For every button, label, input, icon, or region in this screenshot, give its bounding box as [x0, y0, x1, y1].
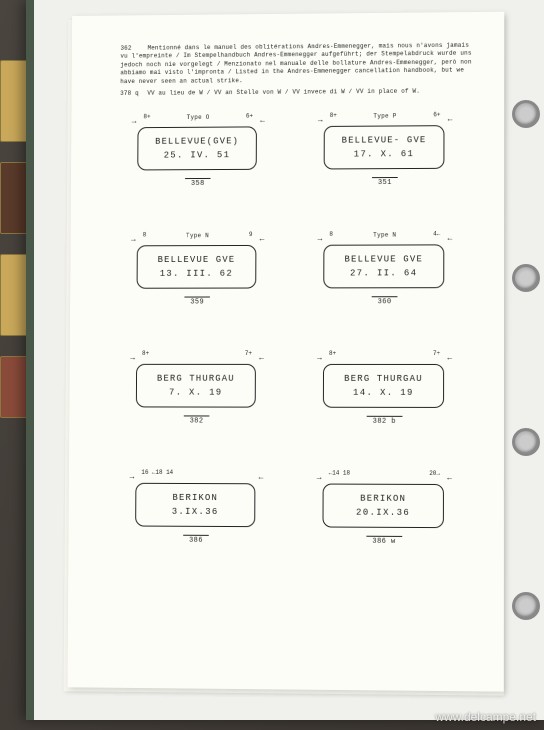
stamp-type-label: Type P	[373, 113, 396, 120]
arrow-icon: ←	[259, 473, 264, 482]
stamp-type-label: Type N	[186, 232, 209, 239]
corner-measure: 8	[329, 231, 333, 238]
postmark-box: BELLEVUE GVE 13. III. 62	[137, 245, 257, 289]
postmark-name: BERG THURGAU	[157, 374, 235, 384]
postmark-date: 17. X. 61	[354, 149, 415, 159]
catalog-number: 360	[372, 296, 398, 306]
stamp-grid: 8+ → Type O ← 6+ BELLEVUE(GVE) 25. IV. 5…	[127, 111, 464, 544]
postmark-name: BELLEVUE GVE	[158, 255, 236, 265]
document-page: 362 Mentionné dans le manuel des oblitér…	[67, 12, 504, 692]
arrow-icon: →	[317, 474, 322, 483]
postmark-name: BERIKON	[360, 494, 406, 504]
postmark-name: BERIKON	[172, 493, 218, 503]
postmark-box: BERG THURGAU 7. X. 19	[136, 364, 256, 408]
catalog-number: 386	[183, 535, 209, 545]
postmark-box: BELLEVUE GVE 27. II. 64	[323, 244, 444, 288]
stamp-cell: 8+ → Type P ← 6+ BELLEVUE- GVE 17. X. 61…	[316, 111, 455, 185]
stamp-cell: 8+ → ← 7+ BERG THURGAU 7. X. 19 382	[128, 350, 266, 424]
arrow-icon: ←	[259, 354, 264, 363]
arrow-icon: →	[317, 354, 322, 363]
catalog-number: 386 w	[366, 536, 401, 546]
stamp-type-label: Type N	[373, 232, 396, 239]
header-ref-1: 362	[120, 45, 143, 53]
arrow-icon: →	[130, 473, 135, 482]
postmark-date: 20.IX.36	[356, 508, 410, 518]
stamp-cell: 8 → Type N ← 4← BELLEVUE GVE 27. II. 64 …	[315, 230, 454, 304]
postmark-date: 25. IV. 51	[164, 150, 231, 160]
corner-measure: 16 ←18 14	[141, 469, 173, 476]
corner-measure: ←14 18	[329, 470, 350, 477]
postmark-box: BERG THURGAU 14. X. 19	[323, 364, 444, 408]
corner-measure: 9	[249, 231, 253, 238]
arrow-icon: →	[318, 116, 323, 125]
postmark-date: 7. X. 19	[169, 388, 223, 398]
corner-measure: 20→	[429, 470, 440, 477]
binder-ring	[512, 592, 540, 620]
binder-ring	[512, 100, 540, 128]
watermark-text: www.delcampe.net	[435, 710, 536, 724]
corner-measure: 8+	[329, 350, 336, 357]
catalog-number: 382 b	[367, 416, 402, 426]
header-text-1: Mentionné dans le manuel des oblitératio…	[120, 42, 471, 85]
stamp-type-label: Type O	[187, 114, 210, 121]
page-header-notes: 362 Mentionné dans le manuel des oblitér…	[120, 42, 474, 98]
arrow-icon: ←	[448, 115, 453, 124]
header-ref-2: 378 q	[120, 90, 143, 98]
header-text-2: VV au lieu de W / VV an Stelle von W / V…	[147, 88, 420, 97]
postmark-date: 27. II. 64	[350, 268, 417, 278]
stamp-cell: 8 → Type N ← 9 BELLEVUE GVE 13. III. 62 …	[129, 231, 267, 304]
corner-measure: 8+	[142, 350, 149, 357]
corner-measure: 7+	[433, 350, 440, 357]
stamp-cell: 16 ←18 14 → ← BERIKON 3.IX.36 386	[127, 469, 265, 543]
corner-measure: 8+	[143, 113, 150, 120]
arrow-icon: →	[131, 235, 136, 244]
arrow-icon: ←	[260, 116, 265, 125]
corner-measure: 8+	[330, 112, 337, 119]
stamp-cell: 8+ → ← 7+ BERG THURGAU 14. X. 19 382 b	[315, 350, 454, 424]
postmark-date: 13. III. 62	[160, 269, 233, 279]
catalog-number: 359	[184, 297, 210, 307]
arrow-icon: ←	[447, 354, 452, 363]
arrow-icon: →	[317, 235, 322, 244]
catalog-number: 358	[185, 178, 211, 188]
postmark-box: BELLEVUE(GVE) 25. IV. 51	[137, 126, 257, 170]
binder-rings	[512, 100, 536, 620]
arrow-icon: →	[130, 354, 135, 363]
catalog-number: 382	[184, 415, 210, 425]
postmark-name: BELLEVUE- GVE	[342, 135, 427, 145]
postmark-date: 14. X. 19	[353, 388, 414, 398]
binder-ring	[512, 264, 540, 292]
corner-measure: 6+	[433, 111, 440, 118]
postmark-box: BERIKON 3.IX.36	[135, 483, 255, 527]
catalog-number: 351	[372, 177, 398, 187]
binder-ring	[512, 428, 540, 456]
postmark-name: BELLEVUE(GVE)	[155, 136, 239, 146]
postmark-box: BELLEVUE- GVE 17. X. 61	[324, 125, 445, 169]
stamp-cell: ←14 18 → ← 20→ BERIKON 20.IX.36 386 w	[315, 470, 454, 545]
arrow-icon: →	[132, 117, 137, 126]
arrow-icon: ←	[447, 234, 452, 243]
corner-measure: 7+	[245, 350, 252, 357]
postmark-name: BERG THURGAU	[344, 374, 423, 384]
corner-measure: 4←	[433, 230, 440, 237]
corner-measure: 6+	[246, 113, 253, 120]
postmark-name: BELLEVUE GVE	[344, 254, 423, 264]
postmark-box: BERIKON 20.IX.36	[322, 484, 443, 529]
arrow-icon: ←	[260, 235, 265, 244]
corner-measure: 8	[143, 231, 147, 238]
binder: 362 Mentionné dans le manuel des oblitér…	[26, 0, 544, 720]
postmark-date: 3.IX.36	[172, 507, 219, 517]
arrow-icon: ←	[447, 474, 452, 483]
stamp-cell: 8+ → Type O ← 6+ BELLEVUE(GVE) 25. IV. 5…	[129, 113, 266, 187]
